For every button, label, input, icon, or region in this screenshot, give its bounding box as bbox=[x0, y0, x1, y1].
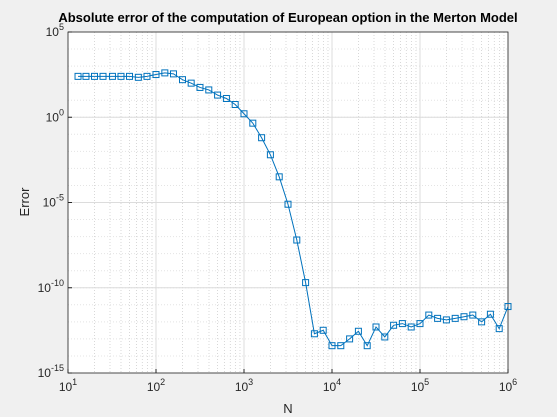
marker bbox=[310, 330, 318, 338]
marker bbox=[82, 72, 90, 80]
tick-label: 10-5 bbox=[43, 193, 64, 210]
marker bbox=[460, 313, 468, 321]
marker bbox=[302, 279, 310, 287]
marker bbox=[214, 91, 222, 99]
tick-label: 101 bbox=[59, 377, 77, 394]
marker bbox=[407, 323, 415, 331]
marker bbox=[495, 325, 503, 333]
marker bbox=[319, 326, 327, 334]
axes-box bbox=[67, 31, 509, 374]
marker bbox=[469, 311, 477, 319]
marker bbox=[416, 320, 424, 328]
marker bbox=[346, 335, 354, 343]
tick-label: 10-15 bbox=[38, 363, 64, 380]
marker bbox=[126, 72, 134, 80]
tick-label: 102 bbox=[147, 377, 165, 394]
tick-base: 10 bbox=[38, 366, 52, 380]
marker bbox=[108, 72, 116, 80]
marker bbox=[169, 70, 177, 78]
tick-exponent: 6 bbox=[512, 377, 517, 387]
marker bbox=[425, 311, 433, 319]
tick-exponent: 2 bbox=[160, 377, 165, 387]
marker bbox=[337, 342, 345, 350]
marker bbox=[390, 321, 398, 329]
tick-base: 10 bbox=[46, 110, 60, 124]
tick-label: 103 bbox=[235, 377, 253, 394]
marker bbox=[134, 73, 142, 81]
marker bbox=[196, 83, 204, 91]
marker bbox=[328, 342, 336, 350]
marker bbox=[398, 320, 406, 328]
marker bbox=[354, 327, 362, 335]
marker bbox=[258, 134, 266, 142]
tick-base: 10 bbox=[235, 380, 249, 394]
marker bbox=[222, 94, 230, 102]
tick-base: 10 bbox=[43, 196, 57, 210]
tick-base: 10 bbox=[38, 281, 52, 295]
tick-exponent: 0 bbox=[59, 107, 64, 117]
y-axis-label: Error bbox=[17, 187, 32, 217]
tick-base: 10 bbox=[411, 380, 425, 394]
marker bbox=[504, 303, 512, 311]
marker bbox=[90, 72, 98, 80]
tick-exponent: 1 bbox=[72, 377, 77, 387]
marker bbox=[178, 76, 186, 84]
marker bbox=[152, 71, 160, 79]
marker bbox=[266, 151, 274, 159]
marker bbox=[240, 110, 248, 118]
tick-exponent: 5 bbox=[424, 377, 429, 387]
marker bbox=[372, 323, 380, 331]
marker bbox=[442, 316, 450, 324]
tick-label: 106 bbox=[499, 377, 517, 394]
marker bbox=[187, 79, 195, 87]
marker bbox=[284, 200, 292, 208]
tick-exponent: 3 bbox=[248, 377, 253, 387]
tick-base: 10 bbox=[147, 380, 161, 394]
marker bbox=[381, 333, 389, 341]
marker bbox=[275, 173, 283, 181]
marker bbox=[434, 314, 442, 322]
marker bbox=[478, 318, 486, 326]
x-axis-label: N bbox=[283, 401, 292, 416]
tick-exponent: 4 bbox=[336, 377, 341, 387]
marker bbox=[486, 310, 494, 318]
tick-base: 10 bbox=[323, 380, 337, 394]
marker bbox=[74, 72, 82, 80]
marker bbox=[161, 69, 169, 77]
marker bbox=[451, 314, 459, 322]
marker bbox=[231, 100, 239, 108]
marker bbox=[143, 72, 151, 80]
tick-label: 105 bbox=[46, 22, 64, 39]
tick-exponent: -10 bbox=[51, 278, 64, 288]
tick-label: 105 bbox=[411, 377, 429, 394]
marker bbox=[99, 72, 107, 80]
chart-title: Absolute error of the computation of Eur… bbox=[58, 10, 517, 25]
tick-exponent: 5 bbox=[59, 22, 64, 32]
tick-base: 10 bbox=[499, 380, 513, 394]
tick-exponent: -5 bbox=[56, 193, 64, 203]
tick-label: 10-10 bbox=[38, 278, 64, 295]
tick-exponent: -15 bbox=[51, 363, 64, 373]
series-line bbox=[78, 72, 509, 347]
tick-base: 10 bbox=[46, 25, 60, 39]
marker bbox=[363, 342, 371, 350]
tick-label: 100 bbox=[46, 107, 64, 124]
tick-base: 10 bbox=[59, 380, 73, 394]
tick-label: 104 bbox=[323, 377, 341, 394]
marker bbox=[293, 236, 301, 244]
marker bbox=[249, 119, 257, 127]
marker bbox=[117, 72, 125, 80]
marker bbox=[205, 86, 213, 94]
